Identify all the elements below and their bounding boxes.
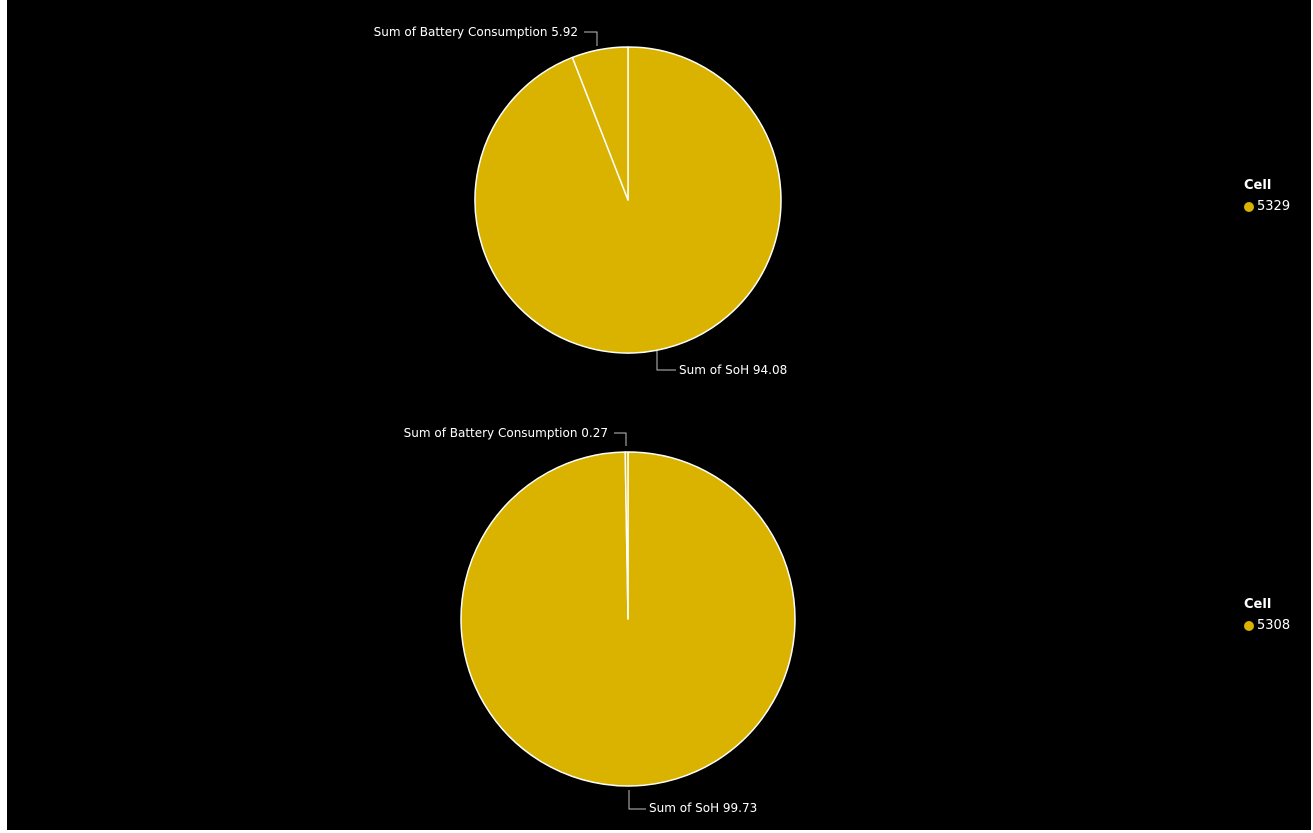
pie-chart-2: Sum of SoH 99.73 Sum of Battery Consumpti…: [404, 426, 795, 815]
report-canvas: Sum of SoH 94.08 Sum of Battery Consumpti…: [7, 0, 1311, 830]
legend-item-5308[interactable]: 5308: [1244, 618, 1290, 633]
legend-item-label: 5308: [1257, 618, 1290, 633]
pie-charts-svg: Sum of SoH 94.08 Sum of Battery Consumpti…: [7, 0, 1311, 830]
leader-line: [657, 351, 676, 370]
legend-dot-icon: [1244, 621, 1254, 631]
legend-title: Cell: [1244, 597, 1290, 612]
legend-chart-1: Cell 5329: [1244, 178, 1290, 214]
data-label-soh: Sum of SoH 99.73: [649, 801, 757, 815]
legend-dot-icon: [1244, 202, 1254, 212]
data-label-battery-consumption: Sum of Battery Consumption 5.92: [374, 25, 578, 39]
leader-line: [614, 433, 626, 446]
legend-item-label: 5329: [1257, 199, 1290, 214]
legend-item-5329[interactable]: 5329: [1244, 199, 1290, 214]
data-label-soh: Sum of SoH 94.08: [679, 363, 787, 377]
leader-line: [629, 790, 646, 809]
legend-chart-2: Cell 5308: [1244, 597, 1290, 633]
leader-line: [584, 32, 597, 46]
pie-chart-1: Sum of SoH 94.08 Sum of Battery Consumpti…: [374, 25, 788, 377]
data-label-battery-consumption: Sum of Battery Consumption 0.27: [404, 426, 608, 440]
legend-title: Cell: [1244, 178, 1290, 193]
